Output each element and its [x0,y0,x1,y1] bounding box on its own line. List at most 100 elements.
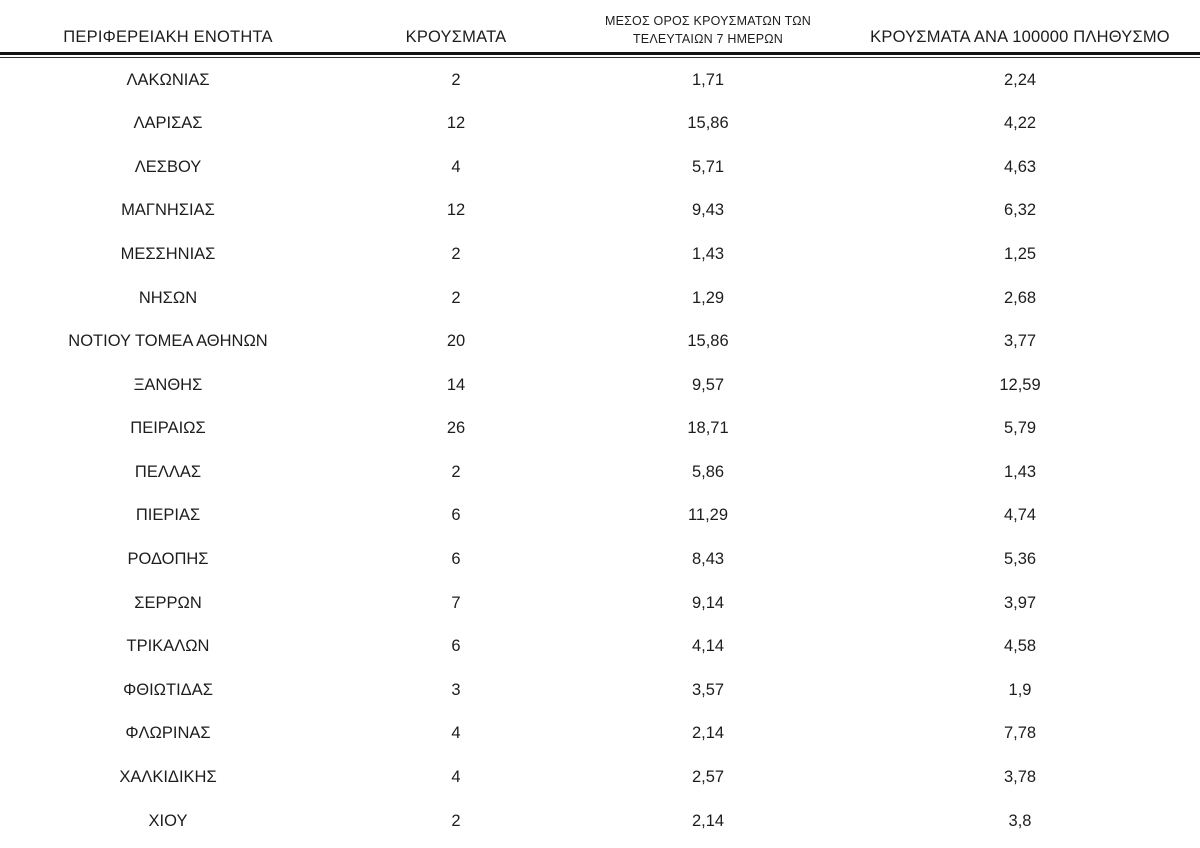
header-double-rule [0,53,1200,59]
cell-region: ΧΙΟΥ [148,811,188,830]
cell-region: ΦΘΙΩΤΙΔΑΣ [123,680,213,699]
col-header-cases: ΚΡΟΥΣΜΑΤΑ [336,6,576,56]
cell-cases: 6 [451,506,461,525]
cell-cases: 6 [451,550,461,569]
regional-cases-table: ΠΕΡΙΦΕΡΕΙΑΚΗ ΕΝΟΤΗΤΑ ΚΡΟΥΣΜΑΤΑ ΜΕΣΟΣ ΟΡΟ… [0,6,1200,843]
cell-per-100k: 12,59 [999,375,1041,394]
cell-cases: 2 [451,244,461,263]
table-row: ΦΛΩΡΙΝΑΣ 4 2,14 7,78 [0,712,1200,756]
cell-avg-7day: 18,71 [687,419,729,438]
cell-cases: 12 [446,114,466,133]
cell-avg-7day: 11,29 [687,506,729,525]
cell-avg-7day: 5,71 [691,157,725,176]
cell-per-100k: 4,22 [1003,114,1037,133]
cell-avg-7day: 5,86 [691,462,725,481]
cell-per-100k: 5,36 [1003,550,1037,569]
cell-cases: 2 [451,288,461,307]
table-row: ΜΕΣΣΗΝΙΑΣ 2 1,43 1,25 [0,233,1200,277]
cell-avg-7day: 15,86 [687,114,729,133]
cell-region: ΛΕΣΒΟΥ [134,157,202,176]
cell-avg-7day: 3,57 [691,680,725,699]
table-row: ΛΑΚΩΝΙΑΣ 2 1,71 2,24 [0,58,1200,102]
cell-cases: 2 [451,811,461,830]
cell-cases: 2 [451,462,461,481]
cell-region: ΦΛΩΡΙΝΑΣ [125,724,211,743]
table-row: ΦΘΙΩΤΙΔΑΣ 3 3,57 1,9 [0,669,1200,713]
cell-cases: 4 [451,157,461,176]
table-row: ΧΙΟΥ 2 2,14 3,8 [0,799,1200,843]
table-row: ΡΟΔΟΠΗΣ 6 8,43 5,36 [0,538,1200,582]
cell-avg-7day: 1,43 [691,244,725,263]
cell-avg-7day: 4,14 [691,637,725,656]
table-row: ΤΡΙΚΑΛΩΝ 6 4,14 4,58 [0,625,1200,669]
table-row: ΜΑΓΝΗΣΙΑΣ 12 9,43 6,32 [0,189,1200,233]
cell-region: ΠΙΕΡΙΑΣ [135,506,201,525]
cell-cases: 26 [446,419,466,438]
table-row: ΛΕΣΒΟΥ 4 5,71 4,63 [0,145,1200,189]
cell-region: ΧΑΛΚΙΔΙΚΗΣ [119,768,217,787]
table-row: ΞΑΝΘΗΣ 14 9,57 12,59 [0,363,1200,407]
cell-per-100k: 3,8 [1008,811,1032,830]
cell-region: ΞΑΝΘΗΣ [133,375,203,394]
col-header-per-100k: ΚΡΟΥΣΜΑΤΑ ΑΝΑ 100000 ΠΛΗΘΥΣΜΟ [840,6,1200,56]
cell-region: ΠΕΛΛΑΣ [134,462,202,481]
cell-cases: 12 [446,201,466,220]
table-row: ΝΗΣΩΝ 2 1,29 2,68 [0,276,1200,320]
table-row: ΝΟΤΙΟΥ ΤΟΜΕΑ ΑΘΗΝΩΝ 20 15,86 3,77 [0,320,1200,364]
cell-avg-7day: 1,71 [691,70,725,89]
cell-cases: 4 [451,724,461,743]
cell-cases: 6 [451,637,461,656]
cell-avg-7day: 9,14 [691,593,725,612]
cell-per-100k: 2,68 [1003,288,1037,307]
cell-region: ΠΕΙΡΑΙΩΣ [130,419,206,438]
cell-region: ΝΗΣΩΝ [138,288,198,307]
cell-region: ΛΑΡΙΣΑΣ [133,114,203,133]
cell-avg-7day: 9,57 [691,375,725,394]
col-header-regional-unit: ΠΕΡΙΦΕΡΕΙΑΚΗ ΕΝΟΤΗΤΑ [0,6,336,56]
cell-avg-7day: 2,14 [691,724,725,743]
table-row: ΠΕΙΡΑΙΩΣ 26 18,71 5,79 [0,407,1200,451]
table-header: ΠΕΡΙΦΕΡΕΙΑΚΗ ΕΝΟΤΗΤΑ ΚΡΟΥΣΜΑΤΑ ΜΕΣΟΣ ΟΡΟ… [0,6,1200,59]
cell-cases: 14 [446,375,466,394]
cell-cases: 7 [451,593,461,612]
cell-per-100k: 3,78 [1003,768,1037,787]
cell-per-100k: 6,32 [1003,201,1037,220]
table-row: ΠΙΕΡΙΑΣ 6 11,29 4,74 [0,494,1200,538]
cell-cases: 20 [446,332,466,351]
cell-region: ΛΑΚΩΝΙΑΣ [126,70,210,89]
table-row: ΛΑΡΙΣΑΣ 12 15,86 4,22 [0,102,1200,146]
cell-per-100k: 4,74 [1003,506,1037,525]
cell-per-100k: 5,79 [1003,419,1037,438]
cell-region: ΣΕΡΡΩΝ [134,593,202,612]
cell-per-100k: 3,77 [1003,332,1037,351]
cell-avg-7day: 2,57 [691,768,725,787]
cell-avg-7day: 1,29 [691,288,725,307]
cell-region: ΜΑΓΝΗΣΙΑΣ [121,201,215,220]
cell-region: ΡΟΔΟΠΗΣ [127,550,209,569]
cell-per-100k: 2,24 [1003,70,1037,89]
cell-avg-7day: 9,43 [691,201,725,220]
cell-per-100k: 1,43 [1003,462,1037,481]
table-row: ΣΕΡΡΩΝ 7 9,14 3,97 [0,581,1200,625]
table-body: ΛΑΚΩΝΙΑΣ 2 1,71 2,24 ΛΑΡΙΣΑΣ 12 15,86 4,22 ΛΕΣΒΟ… [0,58,1200,843]
cell-region: ΝΟΤΙΟΥ ΤΟΜΕΑ ΑΘΗΝΩΝ [68,332,268,351]
table-header-row: ΠΕΡΙΦΕΡΕΙΑΚΗ ΕΝΟΤΗΤΑ ΚΡΟΥΣΜΑΤΑ ΜΕΣΟΣ ΟΡΟ… [0,6,1200,56]
cell-per-100k: 3,97 [1003,593,1037,612]
cell-per-100k: 4,58 [1003,637,1037,656]
cell-cases: 4 [451,768,461,787]
cell-per-100k: 1,9 [1008,680,1032,699]
table-row: ΠΕΛΛΑΣ 2 5,86 1,43 [0,451,1200,495]
cell-cases: 3 [451,680,461,699]
cell-avg-7day: 15,86 [687,332,729,351]
table-row: ΧΑΛΚΙΔΙΚΗΣ 4 2,57 3,78 [0,756,1200,800]
cell-per-100k: 1,25 [1003,244,1037,263]
cell-avg-7day: 2,14 [691,811,725,830]
cell-region: ΤΡΙΚΑΛΩΝ [126,637,210,656]
cell-per-100k: 7,78 [1003,724,1037,743]
cell-region: ΜΕΣΣΗΝΙΑΣ [120,244,216,263]
cell-avg-7day: 8,43 [691,550,725,569]
cell-cases: 2 [451,70,461,89]
cell-per-100k: 4,63 [1003,157,1037,176]
col-header-avg-7day: ΜΕΣΟΣ ΟΡΟΣ ΚΡΟΥΣΜΑΤΩΝ ΤΩΝ ΤΕΛΕΥΤΑΙΩΝ 7 Η… [576,6,840,56]
